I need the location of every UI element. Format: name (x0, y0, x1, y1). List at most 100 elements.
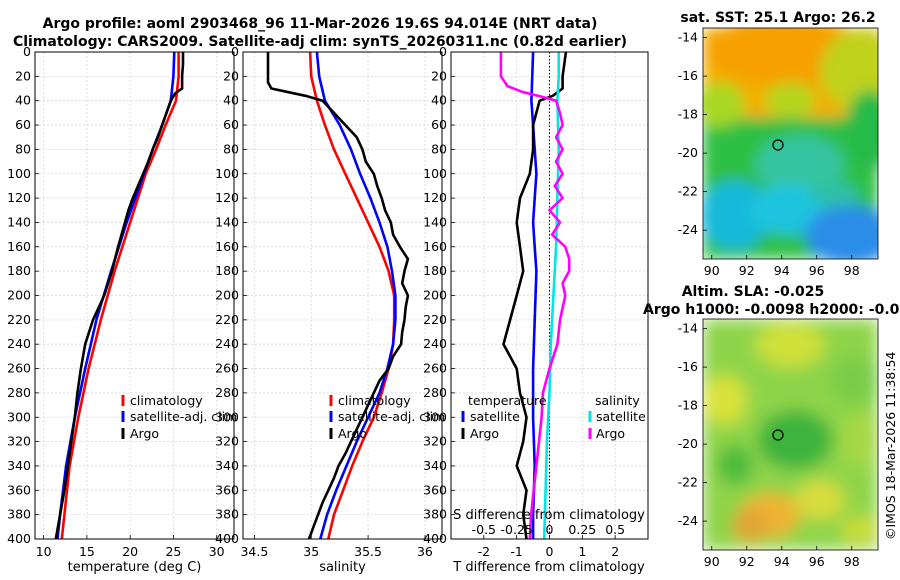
s-tick-label: 0.5 (605, 522, 625, 537)
legend-climatology-label: climatology (338, 393, 411, 408)
ytick-label: 280 (423, 385, 447, 400)
ytick-label: 240 (423, 336, 447, 351)
map-ytick-label: -22 (678, 184, 698, 199)
sla-map-axes (702, 318, 879, 551)
salinity-xlabel: salinity (319, 560, 366, 575)
ytick-label: 140 (423, 214, 447, 229)
ytick-label: 120 (7, 190, 31, 205)
ytick-label: 220 (215, 312, 239, 327)
xtick-label: -2 (478, 544, 490, 559)
argo-location-marker (772, 139, 784, 151)
ytick-label: 380 (423, 507, 447, 522)
xtick-label: 1 (578, 544, 586, 559)
xtick-label: 35.5 (354, 544, 382, 559)
ytick-label: 220 (423, 312, 447, 327)
xtick-label: 25 (165, 544, 181, 559)
legend-t-argo-label: Argo (470, 426, 499, 441)
xtick-label: 20 (122, 544, 138, 559)
ytick-label: 100 (215, 166, 239, 181)
map-ytick-label: -16 (678, 68, 698, 83)
ytick-label: 140 (215, 214, 239, 229)
s-difference-ticks: -0.5 -0.25 0 0.25 0.5 (472, 522, 625, 537)
ytick-label: 360 (215, 482, 239, 497)
series-climatology-line (60, 52, 180, 540)
legend-s-satellite-label: satellite (596, 409, 646, 424)
salinity-legend: climatology satellite-adj. clim Argo (329, 393, 445, 441)
sst-field (703, 28, 878, 259)
ytick-label: 280 (215, 385, 239, 400)
ytick-label: 320 (7, 434, 31, 449)
ytick-label: 340 (423, 458, 447, 473)
ytick-label: 60 (223, 117, 239, 132)
ytick-label: 200 (7, 288, 31, 303)
ytick-label: 240 (7, 336, 31, 351)
difference-panel: 0204060801001201401601802002202402602803… (423, 44, 649, 575)
ytick-label: 320 (215, 434, 239, 449)
s-tick-label: 0 (546, 522, 554, 537)
ytick-label: 300 (423, 409, 447, 424)
ytick-label: 0 (231, 44, 239, 59)
ytick-label: 340 (215, 458, 239, 473)
map-xtick-label: 96 (809, 554, 825, 569)
legend-climatology-label: climatology (130, 393, 203, 408)
temperature-panel: 0204060801001201401601802002202402602803… (7, 44, 237, 575)
series-salinity-argo-line (499, 52, 571, 540)
series-temperature-argo-line (502, 51, 568, 540)
ytick-label: 160 (423, 239, 447, 254)
map-xtick-label: 96 (809, 263, 825, 278)
map-ytick-label: -24 (678, 222, 698, 237)
series-argo-line (266, 52, 410, 540)
map-xtick-label: 94 (774, 554, 790, 569)
map-xtick-label: 92 (739, 554, 755, 569)
ytick-label: 20 (431, 68, 447, 83)
ytick-label: 400 (423, 531, 447, 546)
map-xtick-label: 92 (739, 263, 755, 278)
map-ytick-label: -20 (678, 436, 698, 451)
salinity-panel: 0204060801001201401601802002202402602803… (215, 44, 445, 575)
s-difference-label: S difference from climatology (453, 508, 645, 523)
ytick-label: 100 (423, 166, 447, 181)
legend-title-salinity: salinity (595, 393, 640, 408)
legend-t-satellite-label: satellite (470, 409, 520, 424)
ytick-label: 300 (7, 409, 31, 424)
s-tick-label: -0.5 (472, 522, 496, 537)
ytick-label: 140 (7, 214, 31, 229)
salinity-ticks: 0 20 40 60 80 100 120 140 160 180 200 220 240 260 280 3… (215, 44, 433, 559)
ytick-label: 100 (7, 166, 31, 181)
xtick-label: 36 (417, 544, 433, 559)
ytick-label: 40 (15, 93, 31, 108)
figure-title-line2: Climatology: CARS2009. Satellite-adj cli… (13, 34, 627, 50)
ytick-label: 220 (7, 312, 31, 327)
difference-ticks: 0204060801001201401601802002202402602803… (423, 44, 619, 559)
legend-satellite-label: satellite-adj. clim (130, 409, 237, 424)
ytick-label: 40 (431, 93, 447, 108)
ytick-label: 300 (215, 409, 239, 424)
ytick-label: 340 (7, 458, 31, 473)
ytick-label: 180 (7, 263, 31, 278)
series-argo-line (54, 52, 185, 540)
xtick-label: 10 (36, 544, 52, 559)
map-xtick-label: 90 (704, 263, 720, 278)
xtick-label: 15 (79, 544, 95, 559)
map-ytick-label: -14 (678, 321, 698, 336)
map-ytick-label: -18 (678, 107, 698, 122)
ytick-label: 20 (15, 68, 31, 83)
legend-title-temperature: temperature (468, 393, 547, 408)
series-salinity-satellite-line (542, 52, 561, 540)
ytick-label: 280 (7, 385, 31, 400)
sla-map: Altim. SLA: -0.025 Argo h1000: -0.0098 h… (643, 284, 900, 569)
difference-lines (499, 51, 571, 540)
ytick-label: 320 (423, 434, 447, 449)
figure-title-line1: Argo profile: aoml 2903468_96 11-Mar-202… (43, 16, 598, 32)
legend-argo-label: Argo (338, 426, 367, 441)
xtick-label: 34.5 (240, 544, 268, 559)
ytick-label: 380 (7, 507, 31, 522)
map-ytick-label: -14 (678, 30, 698, 45)
ytick-label: 360 (7, 482, 31, 497)
map-ytick-label: -24 (678, 513, 698, 528)
ytick-label: 160 (7, 239, 31, 254)
salinity-lines (266, 51, 410, 540)
ytick-label: 240 (215, 336, 239, 351)
ytick-label: 180 (423, 263, 447, 278)
